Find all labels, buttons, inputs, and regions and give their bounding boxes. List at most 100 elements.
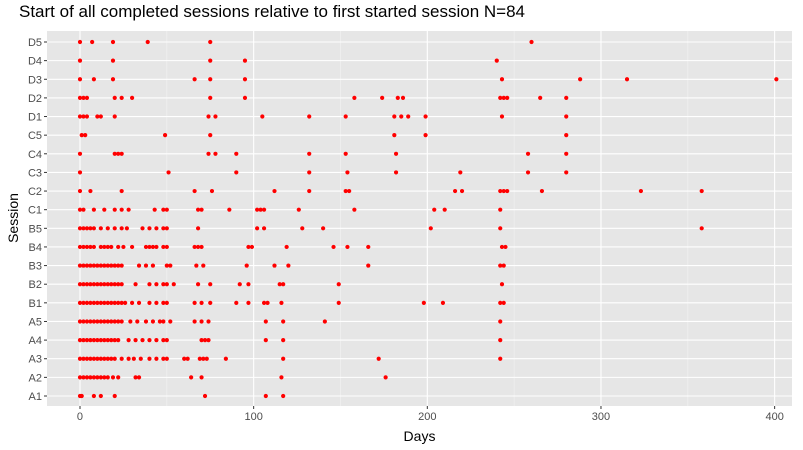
- data-point: [91, 375, 96, 380]
- data-point: [112, 114, 117, 119]
- data-point: [147, 356, 152, 361]
- data-point: [98, 300, 103, 305]
- data-point: [498, 263, 503, 268]
- ticks-layer: 0 100 200 300 400 A1 A2 A3 A4 A5 B1 B2 B3 B4 B5 C1 C2 C3 C…: [28, 37, 784, 423]
- data-point: [498, 207, 503, 212]
- data-point: [154, 282, 159, 287]
- data-point: [206, 151, 211, 156]
- data-point: [91, 263, 96, 268]
- data-point: [79, 393, 84, 399]
- data-point: [98, 114, 103, 119]
- x-tick-label: 400: [765, 411, 783, 423]
- data-point: [166, 170, 171, 175]
- y-axis-title: Session: [5, 193, 21, 243]
- y-tick-label: C2: [28, 186, 42, 198]
- data-point: [116, 300, 121, 305]
- data-point: [206, 338, 211, 343]
- data-point: [105, 226, 110, 231]
- data-point: [505, 95, 510, 100]
- data-point: [307, 114, 312, 119]
- data-point: [95, 356, 100, 361]
- x-tick-label: 200: [418, 411, 436, 423]
- data-point: [77, 77, 83, 82]
- data-point: [699, 188, 704, 194]
- data-point: [79, 133, 84, 138]
- data-point: [286, 263, 291, 268]
- data-point: [112, 393, 117, 399]
- data-point: [140, 226, 145, 231]
- data-point: [84, 300, 90, 305]
- data-point: [237, 282, 242, 287]
- data-point: [109, 300, 114, 305]
- y-tick-label: D4: [28, 56, 42, 68]
- data-point: [331, 244, 336, 250]
- data-point: [624, 77, 630, 82]
- data-point: [95, 375, 100, 380]
- data-point: [83, 133, 88, 138]
- data-point: [84, 226, 90, 231]
- data-point: [124, 226, 129, 231]
- data-point: [501, 263, 506, 268]
- data-point: [432, 207, 437, 212]
- data-point: [564, 170, 569, 175]
- y-tick-label: C4: [28, 149, 42, 161]
- data-point: [195, 244, 201, 250]
- data-point: [129, 244, 135, 250]
- y-tick-label: B3: [29, 261, 42, 273]
- data-point: [119, 226, 124, 231]
- data-point: [98, 319, 103, 324]
- data-point: [88, 263, 93, 268]
- data-point: [84, 282, 90, 287]
- data-point: [208, 133, 213, 138]
- data-point: [164, 356, 169, 361]
- data-point: [258, 207, 263, 212]
- data-point: [116, 319, 121, 324]
- data-point: [246, 244, 251, 250]
- data-point: [202, 338, 208, 343]
- data-point: [119, 151, 124, 156]
- data-point: [84, 356, 90, 361]
- data-point: [227, 207, 232, 212]
- data-point: [440, 300, 446, 305]
- data-point: [123, 300, 128, 305]
- data-point: [119, 263, 124, 268]
- chart-title: Start of all completed sessions relative…: [19, 2, 525, 21]
- data-point: [110, 77, 116, 82]
- data-point: [88, 300, 93, 305]
- data-point: [88, 244, 93, 250]
- x-tick-label: 100: [244, 411, 262, 423]
- data-point: [246, 300, 251, 305]
- data-point: [77, 375, 83, 380]
- data-point: [564, 133, 569, 138]
- data-point: [154, 300, 159, 305]
- y-tick-label: A5: [29, 316, 42, 328]
- data-point: [578, 77, 583, 82]
- data-point: [102, 263, 107, 268]
- data-point: [102, 356, 107, 361]
- data-point: [529, 39, 534, 45]
- data-point: [281, 393, 286, 399]
- data-point: [129, 95, 135, 100]
- data-point: [392, 114, 397, 119]
- data-point: [81, 226, 86, 231]
- data-point: [91, 300, 96, 305]
- data-point: [77, 300, 83, 305]
- data-point: [105, 375, 110, 380]
- data-point: [498, 338, 503, 343]
- data-point: [525, 151, 531, 156]
- data-point: [343, 114, 348, 119]
- data-point: [261, 207, 267, 212]
- data-point: [135, 319, 140, 324]
- data-point: [352, 207, 357, 212]
- data-point: [147, 338, 152, 343]
- data-point: [77, 39, 83, 45]
- data-point: [150, 244, 156, 250]
- data-point: [143, 263, 149, 268]
- data-point: [77, 282, 83, 287]
- data-point: [131, 356, 136, 361]
- data-point: [208, 282, 213, 287]
- data-point: [81, 338, 86, 343]
- data-point: [102, 300, 107, 305]
- data-point: [242, 77, 248, 82]
- data-point: [279, 300, 284, 305]
